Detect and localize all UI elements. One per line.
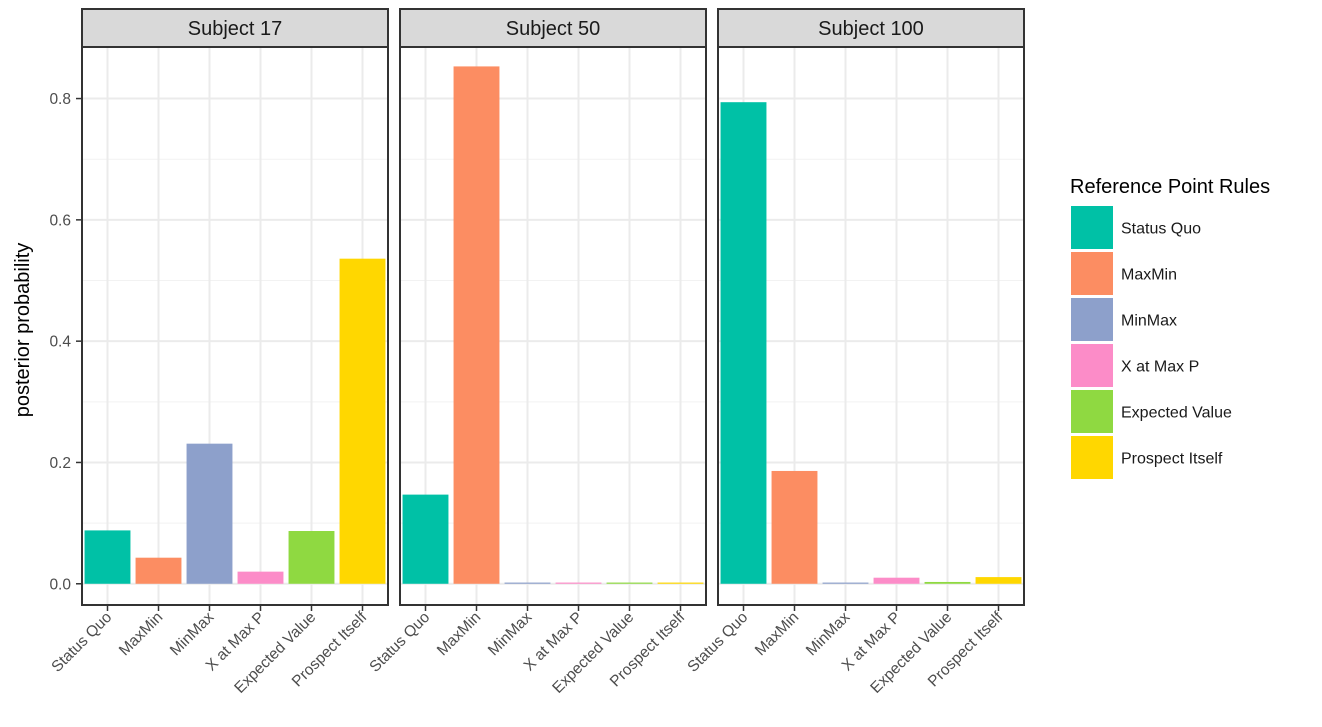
legend-label: X at Max P xyxy=(1121,359,1199,376)
bar-minmax xyxy=(822,582,869,584)
bar-expected-value xyxy=(924,581,971,584)
bar-maxmin xyxy=(135,557,182,584)
x-tick-label: MaxMin xyxy=(434,609,484,659)
facet-strip xyxy=(399,8,707,48)
y-axis-title: posterior probability xyxy=(12,243,34,418)
x-tick-label: MaxMin xyxy=(752,609,802,659)
y-tick-label: 0.2 xyxy=(49,455,71,472)
legend-label: Prospect Itself xyxy=(1121,451,1223,468)
y-tick-label: 0.0 xyxy=(49,576,71,593)
bar-expected-value xyxy=(288,531,335,584)
facet-strip xyxy=(81,8,389,48)
panel-background xyxy=(82,47,388,605)
bar-minmax xyxy=(186,443,233,584)
bar-minmax xyxy=(504,582,551,584)
legend-label: Expected Value xyxy=(1121,405,1232,422)
x-tick-label: Status Quo xyxy=(684,609,751,676)
legend-title: Reference Point Rules xyxy=(1070,176,1270,198)
legend-key xyxy=(1071,344,1113,387)
legend-key xyxy=(1071,298,1113,341)
bar-prospect-itself xyxy=(339,258,386,584)
bar-status-quo xyxy=(720,102,767,584)
x-tick-label: MinMax xyxy=(167,609,218,660)
facet-strip xyxy=(717,8,1025,48)
x-tick-label: Status Quo xyxy=(48,609,115,676)
facet-title: Subject 50 xyxy=(506,18,601,40)
y-tick-label: 0.8 xyxy=(49,91,71,108)
legend-key xyxy=(1071,436,1113,479)
bar-prospect-itself xyxy=(975,577,1022,584)
panel-background xyxy=(400,47,706,605)
bar-maxmin xyxy=(771,470,818,584)
x-tick-label: Status Quo xyxy=(366,609,433,676)
facet-title: Subject 100 xyxy=(818,18,924,40)
legend-key xyxy=(1071,390,1113,433)
bar-x-at-max-p xyxy=(237,571,284,584)
x-tick-label: MinMax xyxy=(803,609,854,660)
panel-background xyxy=(718,47,1024,605)
bar-x-at-max-p xyxy=(555,582,602,584)
legend-key xyxy=(1071,252,1113,295)
x-tick-label: MinMax xyxy=(485,609,536,660)
y-tick-label: 0.6 xyxy=(49,212,71,229)
y-tick-label: 0.4 xyxy=(49,334,71,351)
x-tick-label: MaxMin xyxy=(116,609,166,659)
legend-key xyxy=(1071,206,1113,249)
legend-label: Status Quo xyxy=(1121,221,1201,238)
bar-status-quo xyxy=(84,530,131,584)
legend-label: MinMax xyxy=(1121,313,1177,330)
facet-title: Subject 17 xyxy=(188,18,283,40)
bar-prospect-itself xyxy=(657,582,704,584)
bar-expected-value xyxy=(606,582,653,584)
bar-x-at-max-p xyxy=(873,577,920,584)
bar-status-quo xyxy=(402,494,449,584)
bar-maxmin xyxy=(453,66,500,584)
legend-label: MaxMin xyxy=(1121,267,1177,284)
